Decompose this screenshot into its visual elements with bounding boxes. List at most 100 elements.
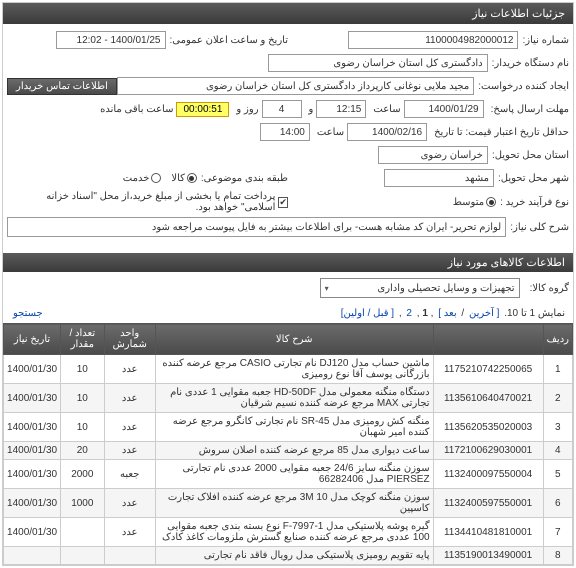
cell-qty: 1000	[61, 489, 104, 518]
table-row[interactable]: 51132400097550004سوزن منگنه سایز 24/6 جع…	[4, 460, 573, 489]
cell-qty: 10	[61, 384, 104, 413]
col-code	[433, 324, 543, 355]
cell-unit: عدد	[104, 442, 155, 460]
cell-qty	[61, 518, 104, 547]
cell-date: 1400/01/30	[4, 489, 61, 518]
days-label: روز و	[232, 104, 258, 115]
announce-field: 1400/01/25 - 12:02	[56, 31, 166, 49]
pager-last[interactable]: [ آخرین	[469, 308, 499, 319]
table-row[interactable]: 41172100629030001ساعت دیواری مدل 85 مرجع…	[4, 442, 573, 460]
radio-goods-label: کالا	[171, 173, 185, 184]
form-area: شماره نیاز: 1100004982000012 تاریخ و ساع…	[3, 24, 573, 247]
days-remaining: 4	[262, 100, 302, 118]
cell-code: 1172100629030001	[433, 442, 543, 460]
cell-unit: جعبه	[104, 460, 155, 489]
col-unit: واحد شمارش	[104, 324, 155, 355]
cell-unit: عدد	[104, 413, 155, 442]
announce-label: تاریخ و ساعت اعلان عمومی:	[166, 35, 289, 46]
remain-label: ساعت باقی مانده	[96, 104, 173, 115]
timer: 00:00:51	[176, 102, 229, 117]
col-qty: تعداد / مقدار	[61, 324, 104, 355]
radio-goods[interactable]	[187, 173, 197, 183]
deadline-date: 1400/01/29	[404, 100, 484, 118]
pager-p2[interactable]: 2	[406, 308, 412, 319]
cell-desc: منگنه کش رومیزی مدل SR-45 نام تجارتی کان…	[155, 413, 433, 442]
cell-qty: 10	[61, 355, 104, 384]
cell-date: 1400/01/30	[4, 518, 61, 547]
group-select-value: تجهیزات و وسایل تحصیلی واداری	[377, 283, 514, 294]
cell-desc: گیره پوشه پلاستیکی مدل F-7997-1 نوع بسته…	[155, 518, 433, 547]
cell-date: 1400/01/30	[4, 442, 61, 460]
table-row[interactable]: 11175210742250065ماشین حساب مدل DJ120 نا…	[4, 355, 573, 384]
table-row[interactable]: 31135620535020003منگنه کش رومیزی مدل SR-…	[4, 413, 573, 442]
chevron-down-icon: ▾	[325, 284, 329, 293]
cell-code: 1135610640470021	[433, 384, 543, 413]
desc-label: شرح کلی نیاز:	[506, 222, 569, 233]
group-select[interactable]: تجهیزات و وسایل تحصیلی واداری ▾	[320, 278, 520, 298]
creator-label: ایجاد کننده درخواست:	[474, 81, 569, 92]
cell-n: 8	[543, 547, 572, 565]
pkg-label: طبقه بندی موضوعی:	[197, 173, 288, 184]
table-row[interactable]: 71134410481810001گیره پوشه پلاستیکی مدل …	[4, 518, 573, 547]
pager-first[interactable]: [ قبل / اولین]	[341, 308, 394, 319]
items-table: ردیف شرح کالا واحد شمارش تعداد / مقدار ت…	[3, 323, 573, 565]
type-label: نوع فرآیند خرید :	[496, 197, 569, 208]
deadline-label: مهلت ارسال پاسخ:	[487, 104, 569, 115]
creator-field: مجید ملایی نوغانی کارپرداز دادگستری کل ا…	[117, 77, 474, 95]
cell-qty: 2000	[61, 460, 104, 489]
cell-unit: عدد	[104, 384, 155, 413]
cell-date: 1400/01/30	[4, 413, 61, 442]
treasury-checkbox[interactable]	[278, 197, 288, 208]
cell-unit: عدد	[104, 518, 155, 547]
desc-field: لوازم تحریر- ایران کد مشابه هست- برای اط…	[7, 217, 506, 237]
buyer-org-field: دادگستری کل استان خراسان رضوی	[268, 54, 488, 72]
cell-date	[4, 547, 61, 565]
panel-title: جزئیات اطلاعات نیاز	[3, 3, 573, 24]
cell-qty	[61, 547, 104, 565]
buyer-org-label: نام دستگاه خریدار:	[488, 58, 569, 69]
cell-desc: سوزن منگنه کوچک مدل 3M 10 مرجع عرضه کنند…	[155, 489, 433, 518]
cell-code: 1175210742250065	[433, 355, 543, 384]
cell-desc: ماشین حساب مدل DJ120 نام تجارتی CASIO مر…	[155, 355, 433, 384]
radio-service[interactable]	[151, 173, 161, 183]
cell-n: 1	[543, 355, 572, 384]
table-row[interactable]: 21135610640470021دستگاه منگنه معمولی مدل…	[4, 384, 573, 413]
cell-unit: عدد	[104, 489, 155, 518]
buyer-contact-button[interactable]: اطلاعات تماس خریدار	[7, 78, 117, 95]
group-label: گروه کالا:	[526, 283, 569, 294]
cell-date: 1400/01/30	[4, 384, 61, 413]
deadline-hour: 12:15	[316, 100, 366, 118]
col-row: ردیف	[543, 324, 572, 355]
cell-code: 1132400597550001	[433, 489, 543, 518]
cell-code: 1135190013490001	[433, 547, 543, 565]
cell-n: 6	[543, 489, 572, 518]
cell-desc: ساعت دیواری مدل 85 مرجع عرضه کننده اصلان…	[155, 442, 433, 460]
pager-search[interactable]: جستجو	[13, 308, 43, 319]
delivery-prov-field: خراسان رضوی	[378, 146, 488, 164]
delivery-city-field: مشهد	[384, 169, 494, 187]
table-row[interactable]: 81135190013490001پایه تقویم رومیزی پلاست…	[4, 547, 573, 565]
cell-n: 5	[543, 460, 572, 489]
cell-code: 1132400097550004	[433, 460, 543, 489]
hour-label-2: ساعت	[313, 127, 344, 138]
cell-n: 2	[543, 384, 572, 413]
cell-n: 7	[543, 518, 572, 547]
col-desc: شرح کالا	[155, 324, 433, 355]
cell-n: 4	[543, 442, 572, 460]
radio-mid[interactable]	[486, 197, 496, 207]
cell-qty: 10	[61, 413, 104, 442]
col-date: تاریخ نیاز	[4, 324, 61, 355]
delivery-city-label: شهر محل تحویل:	[494, 173, 569, 184]
delivery-prov-label: استان محل تحویل:	[488, 150, 569, 161]
cell-desc: سوزن منگنه سایز 24/6 جعبه مقوایی 2000 عد…	[155, 460, 433, 489]
price-valid-date: 1400/02/16	[347, 123, 427, 141]
pkg-radio-group: کالا خدمت	[123, 173, 197, 184]
table-row[interactable]: 61132400597550001سوزن منگنه کوچک مدل 3M …	[4, 489, 573, 518]
radio-mid-label: متوسط	[453, 197, 484, 208]
treasury-note: پرداخت تمام یا بخشی از مبلغ خرید،از محل …	[7, 191, 275, 213]
cell-unit: عدد	[104, 355, 155, 384]
items-section-title: اطلاعات کالاهای مورد نیاز	[3, 253, 573, 272]
hour-label-1: ساعت	[369, 104, 400, 115]
pager-next[interactable]: بعد ]	[438, 308, 456, 319]
cell-date: 1400/01/30	[4, 355, 61, 384]
